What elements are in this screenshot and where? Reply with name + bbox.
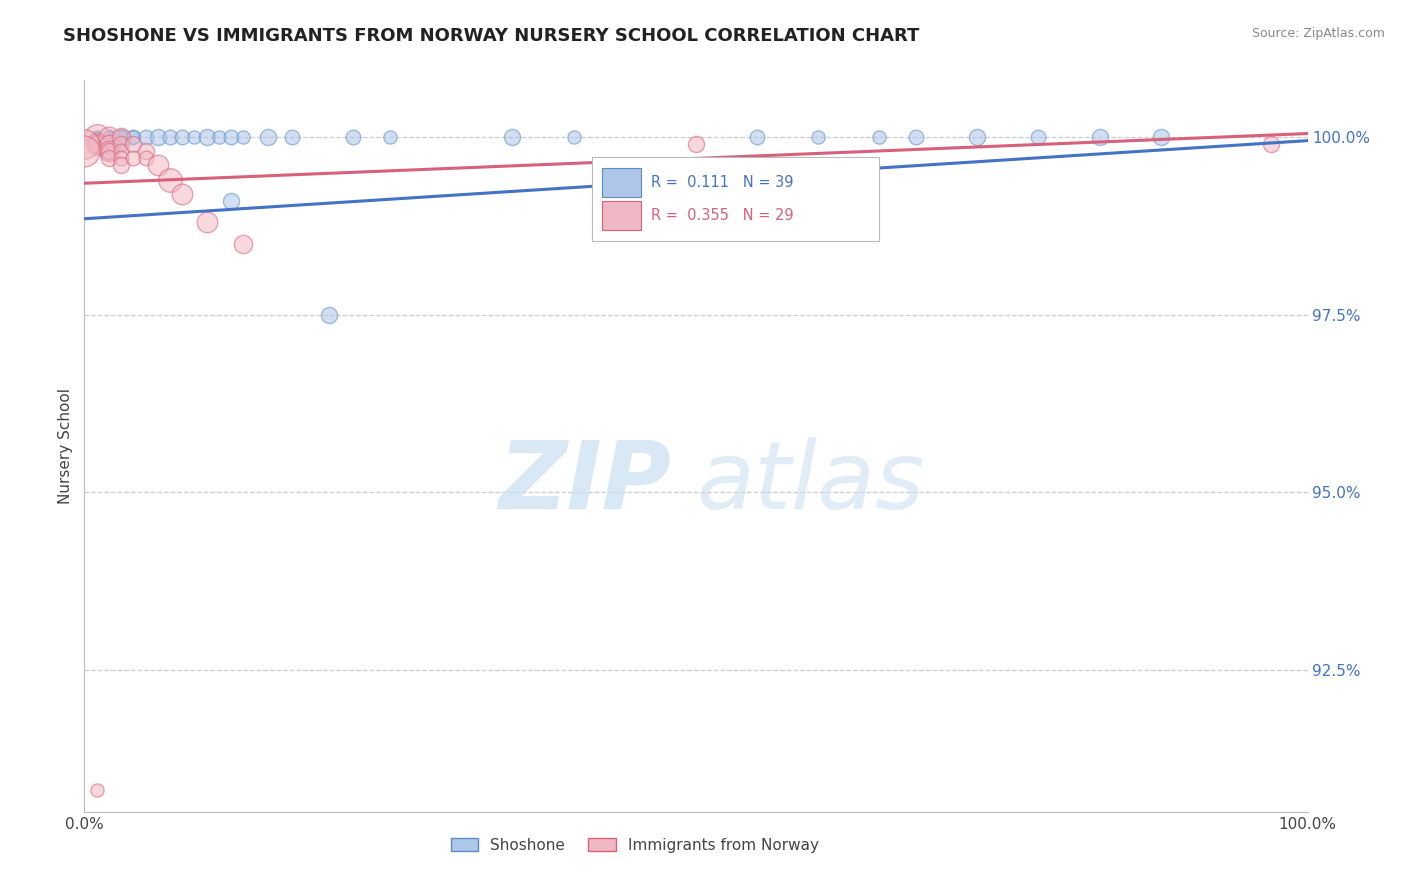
Point <box>195 130 218 145</box>
Point <box>110 137 132 152</box>
Point <box>183 130 205 145</box>
Point <box>86 130 108 145</box>
Point <box>97 130 120 145</box>
Point <box>146 159 169 173</box>
Point <box>747 130 769 145</box>
Point <box>1088 130 1111 145</box>
Point <box>97 152 120 166</box>
Point <box>122 152 145 166</box>
Point <box>86 137 108 152</box>
Point <box>807 130 830 145</box>
Point <box>159 172 181 186</box>
Point <box>232 130 254 145</box>
Point <box>146 130 169 145</box>
Y-axis label: Nursery School: Nursery School <box>58 388 73 504</box>
Point <box>97 145 120 159</box>
Point <box>73 137 96 152</box>
Point <box>97 145 120 159</box>
FancyBboxPatch shape <box>592 157 880 241</box>
Point <box>685 137 707 152</box>
Point <box>110 159 132 173</box>
Point <box>110 130 132 145</box>
Point <box>110 130 132 145</box>
Point <box>97 137 120 152</box>
Text: SHOSHONE VS IMMIGRANTS FROM NORWAY NURSERY SCHOOL CORRELATION CHART: SHOSHONE VS IMMIGRANTS FROM NORWAY NURSE… <box>63 27 920 45</box>
Point <box>318 308 340 322</box>
Point <box>135 145 157 159</box>
Text: R =  0.355   N = 29: R = 0.355 N = 29 <box>651 208 793 223</box>
Point <box>219 194 242 208</box>
Point <box>159 130 181 145</box>
Point <box>86 130 108 145</box>
Point <box>122 137 145 152</box>
Point <box>86 130 108 145</box>
Point <box>97 137 120 152</box>
Point <box>1150 130 1173 145</box>
Point <box>502 130 524 145</box>
Point <box>110 130 132 145</box>
Point <box>1260 137 1282 152</box>
Point <box>97 130 120 145</box>
Point <box>232 236 254 251</box>
Point <box>122 130 145 145</box>
Point <box>86 783 108 797</box>
Point <box>110 152 132 166</box>
Text: R =  0.111   N = 39: R = 0.111 N = 39 <box>651 175 793 190</box>
Point <box>172 186 194 201</box>
Point <box>342 130 364 145</box>
Point <box>208 130 231 145</box>
FancyBboxPatch shape <box>602 201 641 230</box>
Point <box>135 152 157 166</box>
Point <box>86 137 108 152</box>
Point <box>219 130 242 145</box>
Point <box>966 130 988 145</box>
Point <box>869 130 891 145</box>
Point <box>380 130 402 145</box>
Legend: Shoshone, Immigrants from Norway: Shoshone, Immigrants from Norway <box>444 831 825 859</box>
Text: Source: ZipAtlas.com: Source: ZipAtlas.com <box>1251 27 1385 40</box>
Point <box>86 137 108 152</box>
Point <box>172 130 194 145</box>
Point <box>97 130 120 145</box>
Point <box>97 145 120 159</box>
Point <box>195 215 218 229</box>
Point <box>257 130 280 145</box>
Point <box>122 130 145 145</box>
Point <box>1028 130 1050 145</box>
Point <box>562 130 585 145</box>
Point <box>905 130 928 145</box>
FancyBboxPatch shape <box>602 168 641 197</box>
Text: ZIP: ZIP <box>499 436 672 529</box>
Point <box>110 137 132 152</box>
Point <box>110 130 132 145</box>
Text: atlas: atlas <box>696 437 924 528</box>
Point <box>135 130 157 145</box>
Point <box>110 145 132 159</box>
Point <box>281 130 304 145</box>
Point <box>73 145 96 159</box>
Point <box>97 130 120 145</box>
